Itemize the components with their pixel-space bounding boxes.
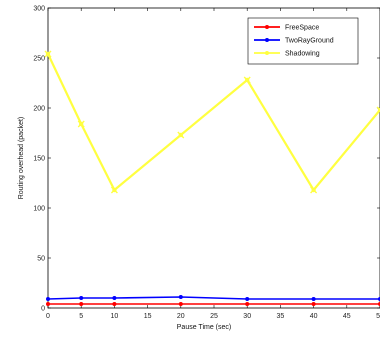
marker-dot xyxy=(79,121,84,127)
legend-item-freespace: FreeSpace xyxy=(254,25,319,32)
y-tick-label: 100 xyxy=(33,206,45,213)
data-point-shadowing xyxy=(376,106,380,114)
data-point-tworayground xyxy=(112,296,117,300)
data-point-tworayground xyxy=(178,295,183,299)
data-point-tworayground xyxy=(311,297,316,301)
data-point-tworayground xyxy=(79,296,84,300)
y-tick-label: 300 xyxy=(33,6,45,13)
data-point-shadowing xyxy=(243,76,251,84)
marker-dot xyxy=(311,187,316,193)
y-tick-label: 50 xyxy=(37,256,45,263)
legend-swatch-marker xyxy=(265,38,269,42)
legend-item-tworayground: TwoRayGround xyxy=(254,38,334,45)
data-point-freespace xyxy=(311,302,316,306)
legend-label: TwoRayGround xyxy=(285,38,334,45)
data-point-shadowing xyxy=(310,186,318,194)
data-point-shadowing xyxy=(177,131,185,139)
x-tick-label: 50 xyxy=(376,313,380,320)
x-tick-label: 30 xyxy=(243,313,251,320)
legend: FreeSpace TwoRayGround Shadowing xyxy=(247,17,359,65)
data-point-freespace xyxy=(46,302,50,306)
marker-dot xyxy=(377,107,380,113)
marker-dot xyxy=(245,77,250,83)
legend-swatch-marker xyxy=(265,51,269,55)
x-tick-label: 5 xyxy=(79,313,83,320)
x-tick-label: 0 xyxy=(46,313,50,320)
marker-dot xyxy=(178,132,183,138)
data-point-shadowing xyxy=(77,120,85,128)
data-point-freespace xyxy=(112,302,117,306)
marker-dot xyxy=(45,51,51,57)
y-tick-label: 250 xyxy=(33,56,45,63)
y-tick-label: 0 xyxy=(41,306,45,313)
legend-item-shadowing: Shadowing xyxy=(254,51,320,58)
series-group xyxy=(44,50,380,306)
y-tick-label: 150 xyxy=(33,156,45,163)
data-point-freespace xyxy=(178,302,183,306)
x-tick-label: 25 xyxy=(210,313,218,320)
marker-stroke xyxy=(376,109,380,114)
data-point-tworayground xyxy=(245,297,250,301)
marker-stroke xyxy=(376,106,380,111)
x-tick-label: 15 xyxy=(144,313,152,320)
legend-label: Shadowing xyxy=(285,51,320,58)
data-point-shadowing xyxy=(110,186,118,194)
legend-label: FreeSpace xyxy=(285,25,319,32)
marker-dot xyxy=(112,187,117,193)
y-axis-label: Routing overhead (packet) xyxy=(18,117,25,200)
x-axis-label: Pause Time (sec) xyxy=(177,324,231,331)
data-point-freespace xyxy=(79,302,84,306)
x-tick-label: 45 xyxy=(343,313,351,320)
x-tick-label: 35 xyxy=(277,313,285,320)
x-tick-label: 10 xyxy=(111,313,119,320)
x-tick-label: 20 xyxy=(177,313,185,320)
data-point-freespace xyxy=(245,302,250,306)
data-point-tworayground xyxy=(46,297,50,301)
y-tick-label: 200 xyxy=(33,106,45,113)
x-tick-label: 40 xyxy=(310,313,318,320)
data-point-shadowing xyxy=(44,50,52,58)
legend-swatch-marker xyxy=(265,25,269,29)
